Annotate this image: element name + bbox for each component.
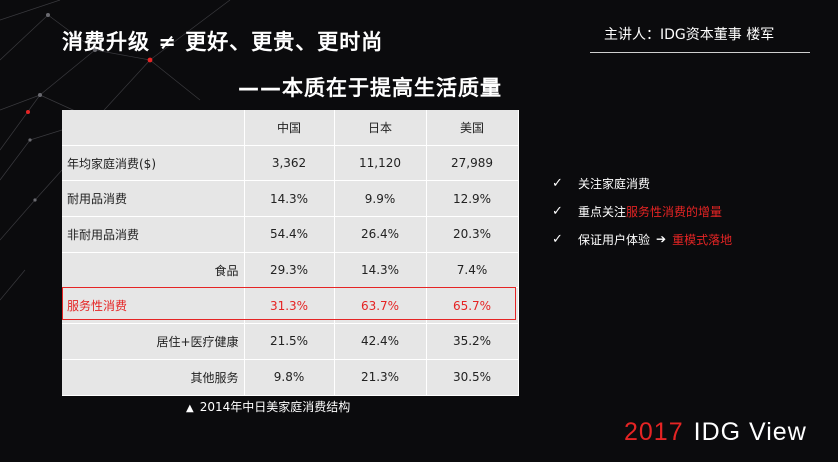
table-header-row: 中国 日本 美国 [62,110,519,146]
row-label: 服务性消费 [62,287,245,325]
caption-text: 2014年中日美家庭消费结构 [199,400,351,414]
table-header-cell [62,110,245,146]
key-point-item: ✓ 关注家庭消费 [552,172,732,194]
triangle-up-icon: ▲ [186,403,194,414]
row-value: 27,989 [426,145,519,182]
table-row: 服务性消费 31.3% 63.7% 65.7% [62,287,519,325]
row-value: 42.4% [334,323,427,360]
row-value: 9.8% [244,359,335,396]
table-row: 食品 29.3% 14.3% 7.4% [62,252,519,289]
row-label: 年均家庭消费($) [62,145,245,182]
brand-logo: 2017 IDG View [624,418,807,447]
table-row: 其他服务 9.8% 21.3% 30.5% [62,359,519,396]
table-header-cell: 美国 [426,110,519,146]
row-value: 21.5% [244,323,335,360]
brand-name: IDG View [693,418,807,446]
row-value: 7.4% [426,252,519,289]
row-value: 54.4% [244,216,335,253]
row-label: 耐用品消费 [62,180,245,218]
row-value: 26.4% [334,216,427,253]
consumption-table: 中国 日本 美国 年均家庭消费($) 3,362 11,120 27,989 耐用品消费… [62,110,519,396]
row-value: 20.3% [426,216,519,253]
row-value: 21.3% [334,359,427,396]
table-caption: ▲ 2014年中日美家庭消费结构 [186,398,350,415]
table-header-cell: 中国 [244,110,335,146]
speaker-label: 主讲人：IDG资本董事 楼军 [604,27,775,43]
key-point-text: 服务性消费的增量 [626,204,723,219]
row-value: 30.5% [426,359,519,396]
row-value: 12.9% [426,180,519,218]
key-point-item: ✓ 重点关注 服务性消费的增量 [552,200,732,222]
row-value: 29.3% [244,252,335,289]
table-row: 年均家庭消费($) 3,362 11,120 27,989 [62,145,519,182]
row-value: 14.3% [244,180,335,218]
key-point-text: 关注家庭消费 [578,176,651,191]
table-row: 非耐用品消费 54.4% 26.4% 20.3% [62,216,519,253]
arrow-right-icon: ➔ [656,232,667,246]
row-label: 非耐用品消费 [62,216,245,253]
table-row: 耐用品消费 14.3% 9.9% 12.9% [62,180,519,218]
brand-year: 2017 [624,418,684,446]
row-label: 食品 [62,252,245,289]
key-point-item: ✓ 保证用户体验 ➔ 重模式落地 [552,228,732,250]
check-icon: ✓ [552,175,563,191]
row-value: 31.3% [244,287,335,325]
row-value: 9.9% [334,180,427,218]
key-points-list: ✓ 关注家庭消费 ✓ 重点关注 服务性消费的增量 ✓ 保证用户体验 ➔ 重模式落地 [552,172,732,256]
check-icon: ✓ [552,203,563,219]
table-row: 居住+医疗健康 21.5% 42.4% 35.2% [62,323,519,360]
row-value: 3,362 [244,145,335,182]
page-title: 消费升级 ≠ 更好、更贵、更时尚 [62,30,384,54]
table-header-cell: 日本 [334,110,427,146]
key-point-text: 重点关注 [578,204,627,219]
row-value: 63.7% [334,287,427,325]
page-subtitle: ——本质在于提高生活质量 [238,76,502,100]
row-value: 65.7% [426,287,519,325]
check-icon: ✓ [552,231,563,247]
speaker-underline [590,52,810,53]
key-point-text: 保证用户体验 [578,232,651,247]
row-label: 居住+医疗健康 [62,323,245,360]
key-point-text: 重模式落地 [672,232,733,247]
row-value: 14.3% [334,252,427,289]
row-value: 11,120 [334,145,427,182]
row-value: 35.2% [426,323,519,360]
row-label: 其他服务 [62,359,245,396]
